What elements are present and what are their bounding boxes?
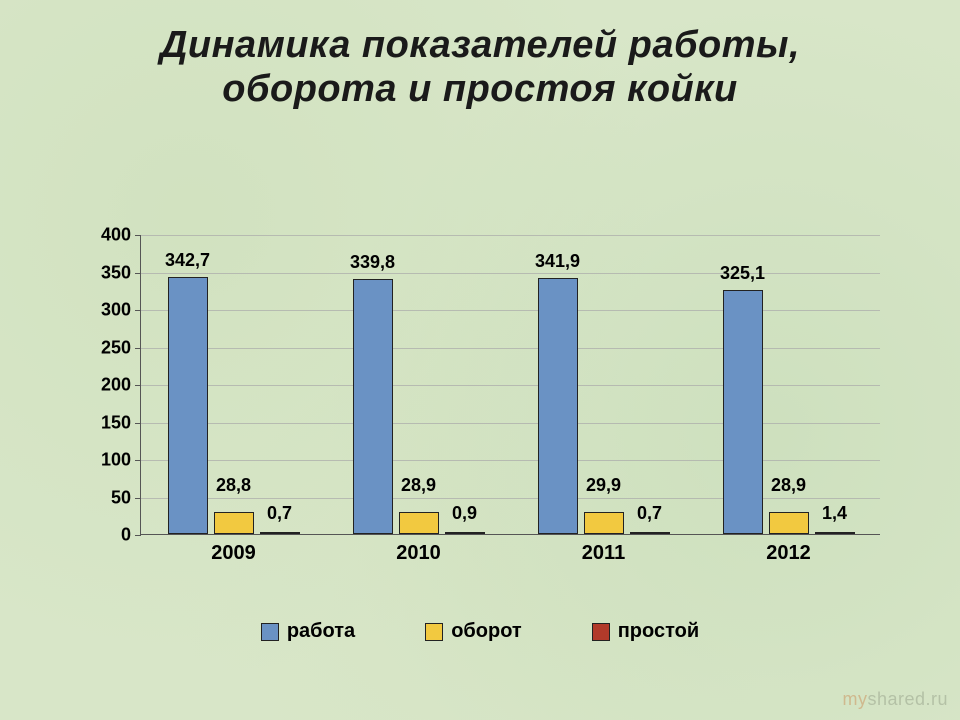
bar-label: 28,9 — [401, 475, 436, 496]
bar-label: 28,8 — [216, 475, 251, 496]
gridline — [141, 273, 880, 274]
watermark-rest: shared.ru — [867, 689, 948, 709]
legend-swatch — [425, 623, 443, 641]
ytick-label: 200 — [101, 375, 131, 396]
title-line-2: оборота и простоя койки — [0, 68, 960, 112]
bar-label: 28,9 — [771, 475, 806, 496]
plot-area: 0501001502002503003504002009342,728,80,7… — [140, 235, 880, 535]
ytick-label: 150 — [101, 412, 131, 433]
bar-label: 0,9 — [452, 503, 477, 524]
bar-label: 339,8 — [350, 252, 395, 273]
gridline — [141, 310, 880, 311]
watermark: myshared.ru — [842, 689, 948, 710]
ytick-label: 100 — [101, 450, 131, 471]
bar-простой — [815, 532, 855, 534]
ytick-label: 50 — [111, 487, 131, 508]
xtick-label: 2009 — [211, 542, 256, 565]
title-line-1: Динамика показателей работы, — [0, 24, 960, 68]
legend-label: оборот — [451, 620, 522, 643]
bar-оборот — [584, 512, 624, 534]
ytick-label: 400 — [101, 225, 131, 246]
bar-простой — [445, 532, 485, 534]
legend-swatch — [592, 623, 610, 641]
legend-item-оборот: оборот — [425, 620, 522, 643]
bar-label: 341,9 — [535, 251, 580, 272]
legend-item-простой: простой — [592, 620, 699, 643]
bar-label: 29,9 — [586, 475, 621, 496]
bar-работа — [538, 278, 578, 534]
xtick-label: 2011 — [582, 542, 625, 565]
bar-label: 342,7 — [165, 250, 210, 271]
ytick-label: 300 — [101, 300, 131, 321]
gridline — [141, 385, 880, 386]
bar-label: 0,7 — [637, 503, 662, 524]
bar-простой — [260, 532, 300, 534]
chart-container: 0501001502002503003504002009342,728,80,7… — [70, 235, 890, 575]
legend-label: работа — [287, 620, 355, 643]
legend-swatch — [261, 623, 279, 641]
bar-оборот — [214, 512, 254, 534]
bar-работа — [353, 279, 393, 534]
gridline — [141, 235, 880, 236]
ytick-label: 0 — [121, 525, 131, 546]
watermark-prefix: my — [842, 689, 867, 709]
gridline — [141, 460, 880, 461]
bar-label: 1,4 — [822, 503, 847, 524]
bar-оборот — [399, 512, 439, 534]
bar-работа — [723, 290, 763, 534]
bar-label: 325,1 — [720, 263, 765, 284]
gridline — [141, 498, 880, 499]
gridline — [141, 348, 880, 349]
legend-item-работа: работа — [261, 620, 355, 643]
gridline — [141, 423, 880, 424]
bar-простой — [630, 532, 670, 534]
legend: работа оборот простой — [0, 620, 960, 643]
ytick-label: 250 — [101, 337, 131, 358]
bar-работа — [168, 277, 208, 534]
xtick-label: 2012 — [766, 542, 811, 565]
chart-title: Динамика показателей работы, оборота и п… — [0, 0, 960, 111]
legend-label: простой — [618, 620, 699, 643]
bar-label: 0,7 — [267, 503, 292, 524]
ytick-label: 350 — [101, 262, 131, 283]
xtick-label: 2010 — [396, 542, 441, 565]
bar-оборот — [769, 512, 809, 534]
